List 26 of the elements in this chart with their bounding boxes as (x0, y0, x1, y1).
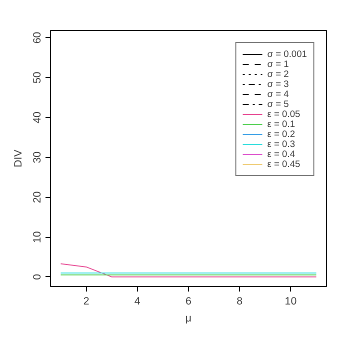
y-tick-label: 10 (32, 231, 44, 243)
y-tick-label: 20 (32, 191, 44, 204)
x-tick-label: 10 (284, 296, 297, 308)
y-tick-label: 0 (32, 274, 44, 280)
legend-label: ε = 0.05 (267, 109, 300, 119)
x-tick-label: 8 (236, 296, 243, 308)
x-tick-label: 4 (134, 296, 140, 308)
y-axis-title: DIV (12, 148, 24, 168)
x-tick-label: 6 (186, 296, 192, 308)
legend-label: σ = 4 (267, 89, 289, 99)
legend-label: ε = 0.3 (267, 139, 296, 149)
y-tick-label: 60 (32, 32, 44, 44)
legend-label: σ = 1 (267, 59, 289, 69)
legend-label: σ = 5 (267, 99, 289, 109)
legend-label: ε = 0.2 (267, 129, 296, 139)
y-tick-label: 40 (32, 111, 44, 124)
legend-label: σ = 2 (267, 69, 289, 79)
legend-label: σ = 3 (267, 79, 289, 89)
legend-label: ε = 0.4 (267, 149, 296, 159)
legend-label: σ = 0.001 (267, 49, 307, 59)
y-tick-label: 30 (32, 151, 44, 164)
x-axis-title: μ (185, 312, 192, 324)
legend-label: ε = 0.45 (267, 159, 300, 169)
legend-label: ε = 0.1 (267, 119, 296, 129)
x-tick-label: 2 (83, 296, 90, 308)
y-tick-label: 50 (32, 72, 44, 84)
